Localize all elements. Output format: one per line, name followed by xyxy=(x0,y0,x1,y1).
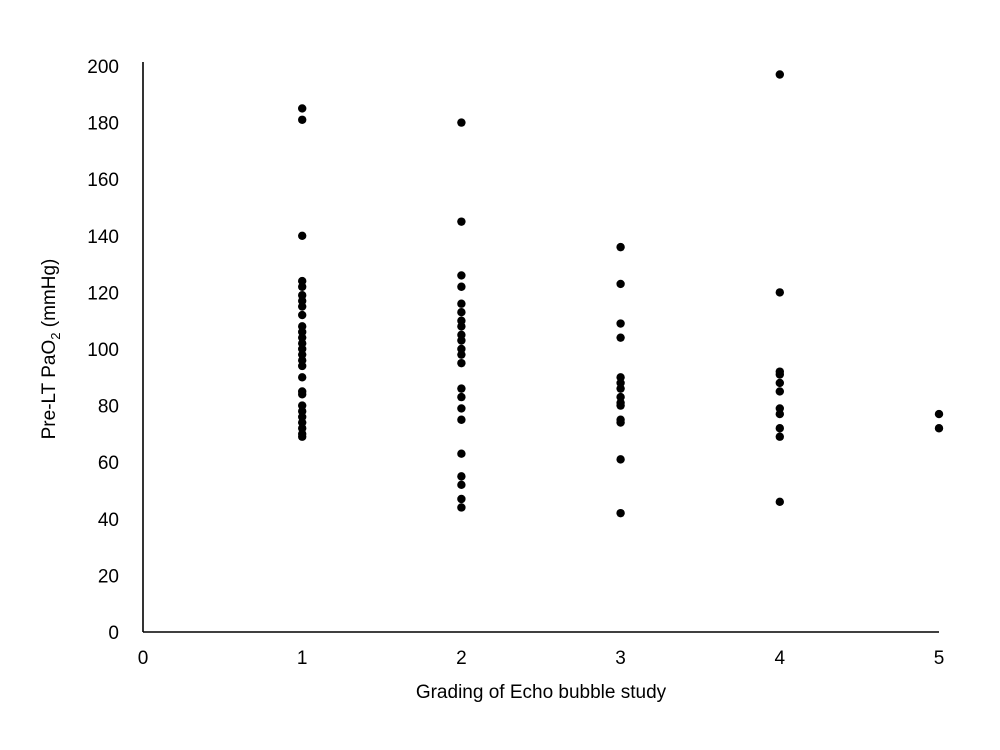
data-point xyxy=(457,392,466,402)
data-point xyxy=(775,70,784,79)
y-tick-label: 60 xyxy=(98,453,119,474)
x-tick-label: 2 xyxy=(456,648,467,669)
y-tick-label: 20 xyxy=(98,566,119,587)
data-point xyxy=(616,508,625,518)
data-point xyxy=(457,350,466,359)
data-point xyxy=(775,497,784,507)
data-point xyxy=(457,271,466,280)
data-point xyxy=(457,358,466,368)
data-point xyxy=(298,115,307,124)
x-tick-label: 0 xyxy=(138,648,149,669)
x-tick-label: 5 xyxy=(934,648,945,669)
data-point xyxy=(775,387,784,396)
x-axis-title: Grading of Echo bubble study xyxy=(416,682,667,703)
data-point xyxy=(298,310,307,320)
data-point xyxy=(934,409,944,419)
data-point xyxy=(457,494,466,504)
x-tick-label: 4 xyxy=(775,648,786,669)
data-point xyxy=(298,282,307,291)
data-point xyxy=(457,404,466,413)
y-axis-title-main: Pre-LT PaO xyxy=(39,340,60,440)
data-point xyxy=(457,118,466,127)
y-tick-label: 0 xyxy=(108,623,119,644)
y-tick-label: 40 xyxy=(98,510,119,531)
data-point xyxy=(457,308,466,317)
y-axis-title-subscript: 2 xyxy=(48,333,63,340)
data-point xyxy=(616,401,625,410)
data-point xyxy=(298,432,307,441)
y-axis-title: Pre-LT PaO2 (mmHg) xyxy=(39,259,63,440)
data-point xyxy=(616,242,625,252)
y-axis-tick-labels: 0 20 40 60 80 100 120 140 160 180 200 xyxy=(87,57,119,644)
y-tick-label: 120 xyxy=(87,283,119,304)
data-point xyxy=(616,455,625,464)
data-point xyxy=(298,361,307,371)
data-point xyxy=(457,282,466,291)
data-point xyxy=(457,384,466,393)
data-point xyxy=(616,333,625,342)
data-point xyxy=(457,503,466,512)
data-point xyxy=(616,384,625,393)
data-point xyxy=(616,279,625,289)
data-point xyxy=(457,449,466,458)
data-point xyxy=(298,104,307,113)
data-point xyxy=(457,217,466,226)
x-tick-label: 3 xyxy=(615,648,626,669)
data-point xyxy=(775,409,784,419)
x-axis-tick-labels: 0 1 2 3 4 5 xyxy=(138,648,945,669)
y-axis-title-unit: (mmHg) xyxy=(39,259,60,333)
data-point xyxy=(298,373,307,382)
data-point xyxy=(457,336,466,345)
data-point xyxy=(775,432,784,441)
data-point xyxy=(934,424,944,433)
y-tick-label: 80 xyxy=(98,397,119,418)
data-points xyxy=(298,70,944,518)
data-point xyxy=(616,418,625,427)
y-tick-label: 140 xyxy=(87,227,119,248)
data-point xyxy=(775,424,784,433)
data-point xyxy=(298,231,307,240)
data-point xyxy=(457,480,466,490)
y-tick-label: 200 xyxy=(87,57,119,78)
data-point xyxy=(457,299,466,308)
data-point xyxy=(298,302,307,311)
y-tick-label: 180 xyxy=(87,114,119,135)
data-point xyxy=(457,322,466,331)
y-tick-label: 160 xyxy=(87,170,119,191)
y-tick-label: 100 xyxy=(87,340,119,361)
data-point xyxy=(775,288,784,297)
data-point xyxy=(457,472,466,481)
x-tick-label: 1 xyxy=(297,648,308,669)
data-point xyxy=(775,378,784,388)
data-point xyxy=(775,370,784,379)
data-point xyxy=(616,319,625,328)
data-point xyxy=(298,390,307,399)
data-point xyxy=(457,415,466,424)
